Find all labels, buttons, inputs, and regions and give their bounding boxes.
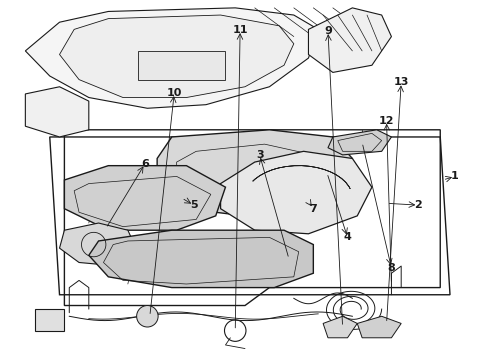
Polygon shape [138, 51, 225, 80]
Text: 2: 2 [415, 200, 422, 210]
Text: 8: 8 [388, 263, 395, 273]
Text: 3: 3 [256, 150, 264, 160]
Polygon shape [59, 223, 138, 266]
Text: 7: 7 [310, 204, 317, 214]
Text: 4: 4 [343, 232, 351, 242]
Polygon shape [89, 230, 313, 288]
Polygon shape [35, 309, 64, 330]
Polygon shape [59, 15, 294, 98]
Text: 10: 10 [167, 88, 182, 98]
Text: 9: 9 [324, 26, 332, 36]
Text: 13: 13 [393, 77, 409, 87]
Circle shape [137, 306, 158, 327]
Polygon shape [328, 130, 392, 155]
Polygon shape [157, 130, 352, 216]
Polygon shape [323, 316, 357, 338]
Text: 5: 5 [190, 200, 197, 210]
Polygon shape [357, 316, 401, 338]
Polygon shape [25, 87, 89, 137]
Polygon shape [220, 151, 372, 234]
Polygon shape [25, 8, 318, 108]
Text: 1: 1 [451, 171, 459, 181]
Text: 12: 12 [379, 116, 394, 126]
Text: 6: 6 [141, 159, 149, 169]
Polygon shape [308, 8, 392, 72]
Text: 11: 11 [232, 25, 248, 35]
Polygon shape [64, 166, 225, 230]
